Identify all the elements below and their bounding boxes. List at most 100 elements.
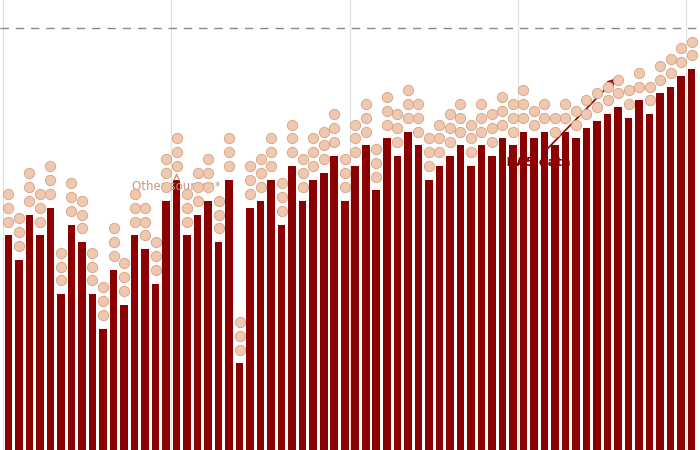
Bar: [456, 145, 464, 450]
Point: [424, 148, 435, 156]
Bar: [603, 114, 611, 450]
Point: [13, 242, 24, 249]
Point: [434, 135, 445, 142]
Point: [508, 128, 519, 135]
Point: [466, 135, 477, 142]
Point: [97, 311, 108, 319]
Point: [297, 183, 308, 190]
Text: Other sources*: Other sources*: [132, 174, 221, 194]
Bar: [26, 215, 33, 450]
Point: [528, 121, 540, 128]
Bar: [372, 190, 380, 450]
Point: [434, 121, 445, 128]
Point: [45, 190, 56, 198]
Bar: [15, 260, 22, 450]
Point: [307, 148, 318, 156]
Point: [202, 170, 214, 177]
Point: [623, 100, 634, 108]
Bar: [477, 145, 485, 450]
Point: [223, 162, 235, 170]
Bar: [404, 131, 412, 450]
Bar: [183, 235, 191, 450]
Bar: [393, 156, 401, 450]
Bar: [120, 305, 128, 450]
Point: [202, 183, 214, 190]
Point: [108, 238, 119, 246]
Point: [518, 114, 529, 122]
Point: [139, 232, 150, 239]
Point: [223, 135, 235, 142]
Point: [328, 125, 339, 132]
Bar: [47, 208, 54, 450]
Bar: [414, 145, 422, 450]
Bar: [519, 131, 527, 450]
Bar: [110, 270, 118, 450]
Point: [634, 83, 645, 90]
Bar: [236, 364, 244, 450]
Bar: [257, 201, 265, 450]
Point: [297, 156, 308, 163]
Point: [518, 100, 529, 108]
Bar: [89, 294, 97, 450]
Point: [518, 86, 529, 94]
Point: [602, 83, 613, 90]
Bar: [320, 173, 328, 450]
Point: [213, 211, 224, 218]
Point: [402, 86, 414, 94]
Point: [676, 45, 687, 52]
Point: [476, 100, 487, 108]
Bar: [299, 201, 307, 450]
Bar: [351, 166, 359, 450]
Point: [150, 266, 161, 274]
Point: [66, 194, 77, 201]
Point: [665, 69, 676, 76]
Bar: [57, 294, 64, 450]
Point: [34, 218, 46, 225]
Point: [360, 114, 372, 122]
Point: [118, 260, 130, 267]
Point: [550, 128, 561, 135]
Point: [382, 121, 393, 128]
Bar: [488, 156, 496, 450]
Point: [244, 162, 256, 170]
Bar: [572, 139, 580, 450]
Point: [623, 86, 634, 94]
Point: [328, 138, 339, 145]
Point: [371, 145, 382, 153]
Point: [444, 125, 456, 132]
Point: [486, 111, 498, 118]
Bar: [540, 131, 548, 450]
Bar: [614, 107, 622, 450]
Point: [392, 138, 403, 145]
Point: [181, 190, 193, 198]
Point: [612, 90, 624, 97]
Bar: [446, 156, 454, 450]
Point: [55, 263, 66, 270]
Bar: [330, 156, 338, 450]
Point: [276, 194, 287, 201]
Bar: [173, 180, 181, 450]
Point: [13, 228, 24, 235]
Point: [3, 190, 14, 198]
Point: [455, 114, 466, 122]
Point: [686, 52, 697, 59]
Point: [255, 156, 266, 163]
Point: [234, 332, 245, 339]
Bar: [688, 69, 695, 450]
Point: [612, 76, 624, 83]
Point: [76, 197, 88, 204]
Point: [286, 148, 297, 156]
Bar: [246, 208, 254, 450]
Point: [139, 204, 150, 212]
Point: [665, 55, 676, 63]
Point: [171, 135, 182, 142]
Bar: [267, 180, 275, 450]
Point: [592, 90, 603, 97]
Point: [34, 204, 46, 212]
Point: [160, 156, 172, 163]
Point: [192, 170, 203, 177]
Point: [87, 277, 98, 284]
Point: [307, 162, 318, 170]
Point: [171, 148, 182, 156]
Bar: [646, 114, 653, 450]
